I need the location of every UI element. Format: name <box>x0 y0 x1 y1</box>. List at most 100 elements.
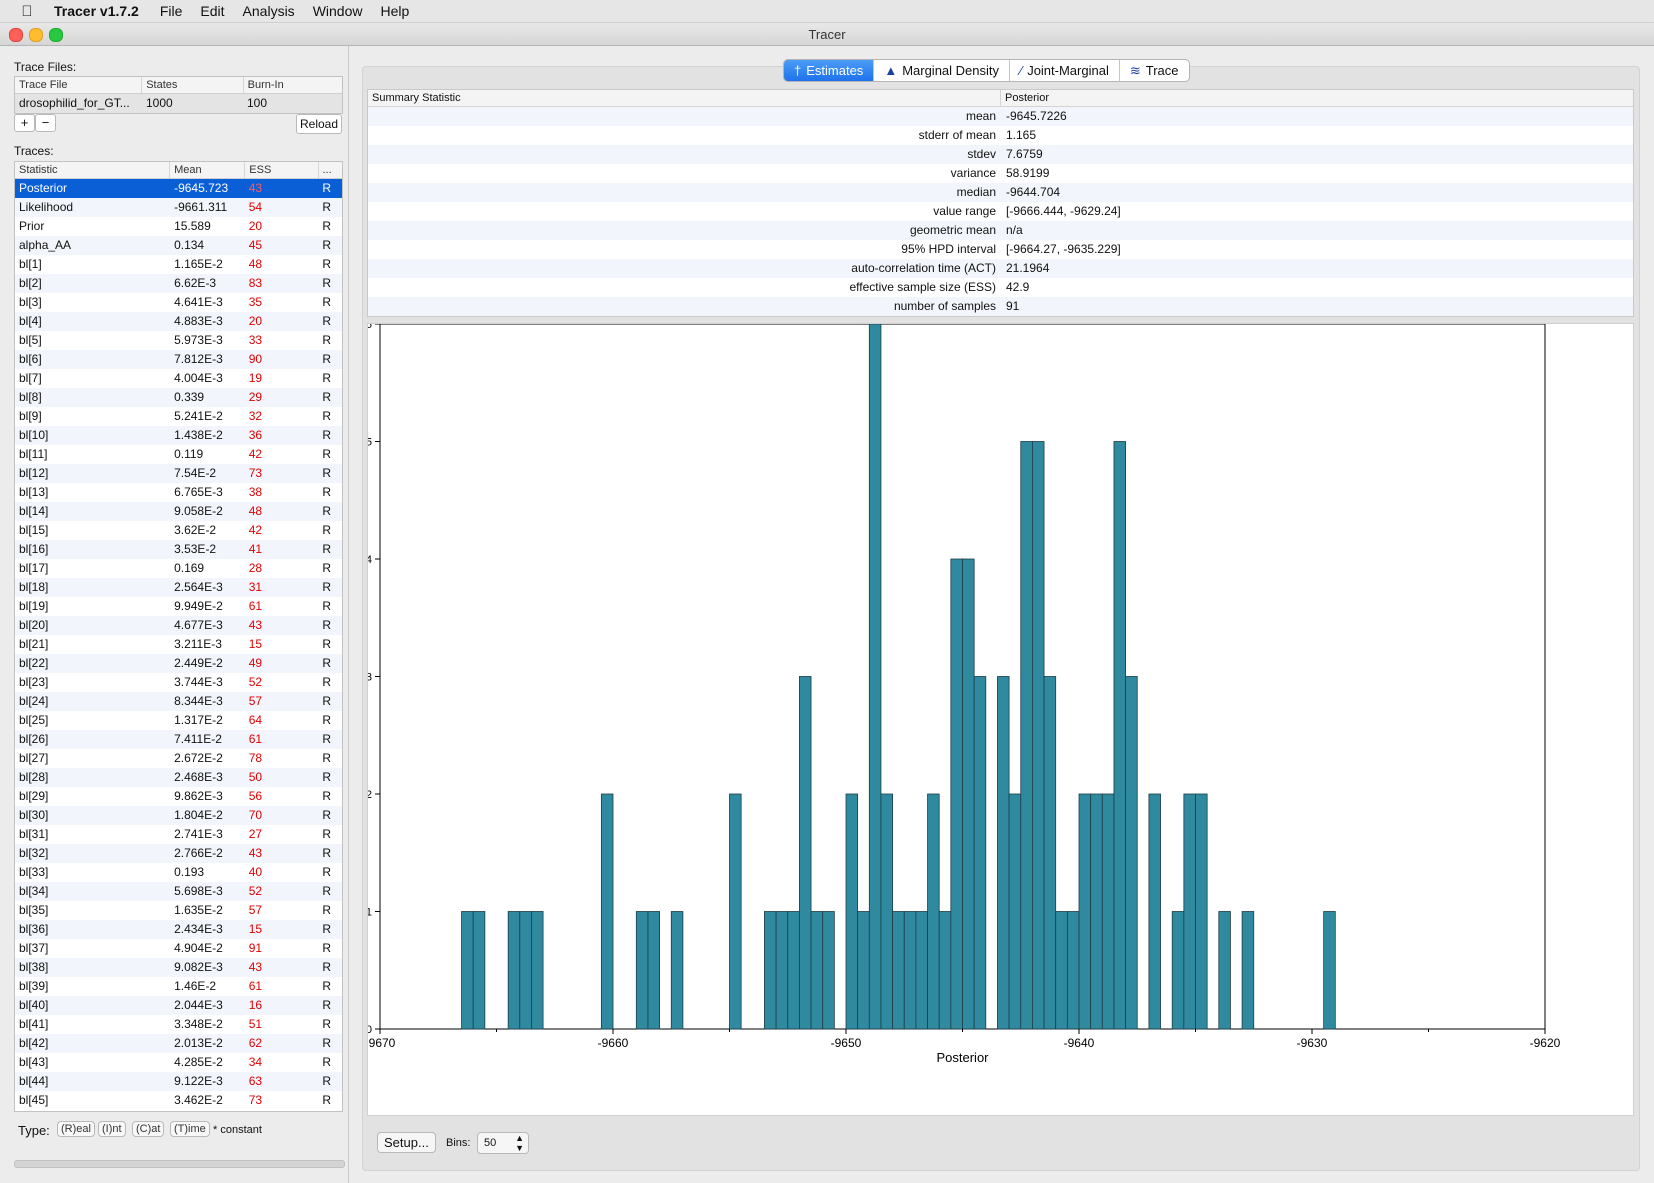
col-burnin[interactable]: Burn-In <box>247 79 284 91</box>
trace-row[interactable]: bl[19] 9.949E-2 61 R <box>15 597 342 616</box>
trace-row[interactable]: bl[2] 6.62E-3 83 R <box>15 274 342 293</box>
tab-marginal-density[interactable]: ▲ Marginal Density <box>874 60 1011 81</box>
remove-trace-file-button[interactable]: − <box>35 114 56 132</box>
tab-trace[interactable]: ≋ Trace <box>1120 60 1189 81</box>
col-ess[interactable]: ESS <box>245 162 319 178</box>
trace-row[interactable]: bl[18] 2.564E-3 31 R <box>15 578 342 597</box>
trace-file-row[interactable]: drosophilid_for_GT... 1000 100 <box>15 94 342 113</box>
trace-row[interactable]: bl[30] 1.804E-2 70 R <box>15 806 342 825</box>
trace-row[interactable]: bl[43] 4.285E-2 34 R <box>15 1053 342 1072</box>
summary-row[interactable]: value range [-9666.444, -9629.24] <box>368 202 1633 221</box>
menu-edit[interactable]: Edit <box>200 3 225 19</box>
col-statistic[interactable]: Statistic <box>15 162 171 178</box>
summary-row[interactable]: mean -9645.7226 <box>368 107 1633 126</box>
trace-row[interactable]: bl[15] 3.62E-2 42 R <box>15 521 342 540</box>
menu-file[interactable]: File <box>159 3 183 19</box>
trace-row[interactable]: bl[24] 8.344E-3 57 R <box>15 692 342 711</box>
col-trace-file[interactable]: Trace File <box>15 77 143 93</box>
summary-row[interactable]: stderr of mean 1.165 <box>368 126 1633 145</box>
minimize-window-button[interactable] <box>29 28 43 42</box>
trace-row[interactable]: bl[38] 9.082E-3 43 R <box>15 958 342 977</box>
trace-row[interactable]: bl[11] 0.119 42 R <box>15 445 342 464</box>
trace-row[interactable]: bl[29] 9.862E-3 56 R <box>15 787 342 806</box>
trace-row[interactable]: bl[3] 4.641E-3 35 R <box>15 293 342 312</box>
trace-row[interactable]: bl[10] 1.438E-2 36 R <box>15 426 342 445</box>
trace-row[interactable]: bl[13] 6.765E-3 38 R <box>15 483 342 502</box>
trace-row[interactable]: bl[17] 0.169 28 R <box>15 559 342 578</box>
trace-row[interactable]: bl[31] 2.741E-3 27 R <box>15 825 342 844</box>
trace-row[interactable]: bl[34] 5.698E-3 52 R <box>15 882 342 901</box>
summary-row[interactable]: variance 58.9199 <box>368 164 1633 183</box>
tab-estimates[interactable]: † Estimates <box>784 60 875 81</box>
trace-row[interactable]: bl[35] 1.635E-2 57 R <box>15 901 342 920</box>
col-type[interactable]: ... <box>322 164 332 176</box>
summary-row[interactable]: effective sample size (ESS) 42.9 <box>368 278 1633 297</box>
trace-row[interactable]: bl[20] 4.677E-3 43 R <box>15 616 342 635</box>
trace-row[interactable]: Posterior -9645.723 43 R <box>15 179 342 198</box>
tab-joint-marginal[interactable]: ∕ Joint-Marginal <box>1010 60 1120 81</box>
trace-type: R <box>322 1055 332 1069</box>
trace-row[interactable]: bl[42] 2.013E-2 62 R <box>15 1034 342 1053</box>
trace-row[interactable]: bl[45] 3.462E-2 73 R <box>15 1091 342 1110</box>
trace-row[interactable]: bl[33] 0.193 40 R <box>15 863 342 882</box>
reload-button[interactable]: Reload <box>296 114 342 134</box>
menu-app-name[interactable]: Tracer v1.7.2 <box>54 3 139 19</box>
trace-row[interactable]: bl[28] 2.468E-3 50 R <box>15 768 342 787</box>
summary-row[interactable]: auto-correlation time (ACT) 21.1964 <box>368 259 1633 278</box>
trace-row[interactable]: bl[5] 5.973E-3 33 R <box>15 331 342 350</box>
type-time-button[interactable]: (T)ime <box>170 1121 210 1137</box>
bins-select[interactable]: 50 ▲ ▼ <box>477 1132 529 1154</box>
type-real-button[interactable]: (R)eal <box>57 1121 95 1137</box>
type-cat-button[interactable]: (C)at <box>132 1121 165 1137</box>
summary-row[interactable]: number of samples 91 <box>368 297 1633 316</box>
trace-row[interactable]: bl[27] 2.672E-2 78 R <box>15 749 342 768</box>
setup-button[interactable]: Setup... <box>377 1132 436 1153</box>
trace-file-burnin[interactable]: 100 <box>247 96 268 110</box>
trace-row[interactable]: bl[1] 1.165E-2 48 R <box>15 255 342 274</box>
summary-row[interactable]: stdev 7.6759 <box>368 145 1633 164</box>
apple-icon[interactable]:  <box>12 3 42 20</box>
trace-row[interactable]: bl[12] 7.54E-2 73 R <box>15 464 342 483</box>
trace-row[interactable]: bl[40] 2.044E-3 16 R <box>15 996 342 1015</box>
col-posterior[interactable]: Posterior <box>1005 92 1050 104</box>
trace-row[interactable]: bl[41] 3.348E-2 51 R <box>15 1015 342 1034</box>
trace-ess: 62 <box>248 1036 263 1050</box>
summary-row[interactable]: 95% HPD interval [-9664.27, -9635.229] <box>368 240 1633 259</box>
summary-row[interactable]: geometric mean n/a <box>368 221 1633 240</box>
trace-row[interactable]: Prior 15.589 20 R <box>15 217 342 236</box>
trace-row[interactable]: bl[23] 3.744E-3 52 R <box>15 673 342 692</box>
trace-row[interactable]: bl[36] 2.434E-3 15 R <box>15 920 342 939</box>
menu-window[interactable]: Window <box>312 3 363 19</box>
add-trace-file-button[interactable]: + <box>14 114 35 132</box>
trace-row[interactable]: bl[7] 4.004E-3 19 R <box>15 369 342 388</box>
col-summary-statistic[interactable]: Summary Statistic <box>368 90 1001 106</box>
trace-row[interactable]: bl[32] 2.766E-2 43 R <box>15 844 342 863</box>
trace-row[interactable]: bl[6] 7.812E-3 90 R <box>15 350 342 369</box>
close-window-button[interactable] <box>9 28 23 42</box>
trace-row[interactable]: bl[26] 7.411E-2 61 R <box>15 730 342 749</box>
col-states[interactable]: States <box>142 77 244 93</box>
trace-row[interactable]: bl[22] 2.449E-2 49 R <box>15 654 342 673</box>
histogram-panel: -9670 -9660 -9650 -9640 -9630 -9620 0 1 2 3 4 5 6 Pos… <box>367 323 1634 1116</box>
zoom-window-button[interactable] <box>49 28 63 42</box>
trace-row[interactable]: bl[16] 3.53E-2 41 R <box>15 540 342 559</box>
trace-row[interactable]: bl[39] 1.46E-2 61 R <box>15 977 342 996</box>
col-mean[interactable]: Mean <box>170 162 246 178</box>
trace-row[interactable]: bl[4] 4.883E-3 20 R <box>15 312 342 331</box>
trace-row[interactable]: bl[37] 4.904E-2 91 R <box>15 939 342 958</box>
trace-row[interactable]: bl[8] 0.339 29 R <box>15 388 342 407</box>
type-int-button[interactable]: (I)nt <box>98 1121 126 1137</box>
trace-row[interactable]: bl[25] 1.317E-2 64 R <box>15 711 342 730</box>
summary-row[interactable]: median -9644.704 <box>368 183 1633 202</box>
trace-row[interactable]: bl[14] 9.058E-2 48 R <box>15 502 342 521</box>
trace-row[interactable]: bl[21] 3.211E-3 15 R <box>15 635 342 654</box>
histogram-bar <box>810 911 824 1030</box>
trace-row[interactable]: bl[9] 5.241E-2 32 R <box>15 407 342 426</box>
menu-help[interactable]: Help <box>380 3 410 19</box>
horizontal-scrollbar[interactable] <box>14 1160 345 1168</box>
trace-row[interactable]: alpha_AA 0.134 45 R <box>15 236 342 255</box>
trace-row[interactable]: bl[44] 9.122E-3 63 R <box>15 1072 342 1091</box>
menu-analysis[interactable]: Analysis <box>242 3 295 19</box>
trace-row[interactable]: Likelihood -9661.311 54 R <box>15 198 342 217</box>
trace-statistic: bl[42] <box>19 1036 49 1050</box>
